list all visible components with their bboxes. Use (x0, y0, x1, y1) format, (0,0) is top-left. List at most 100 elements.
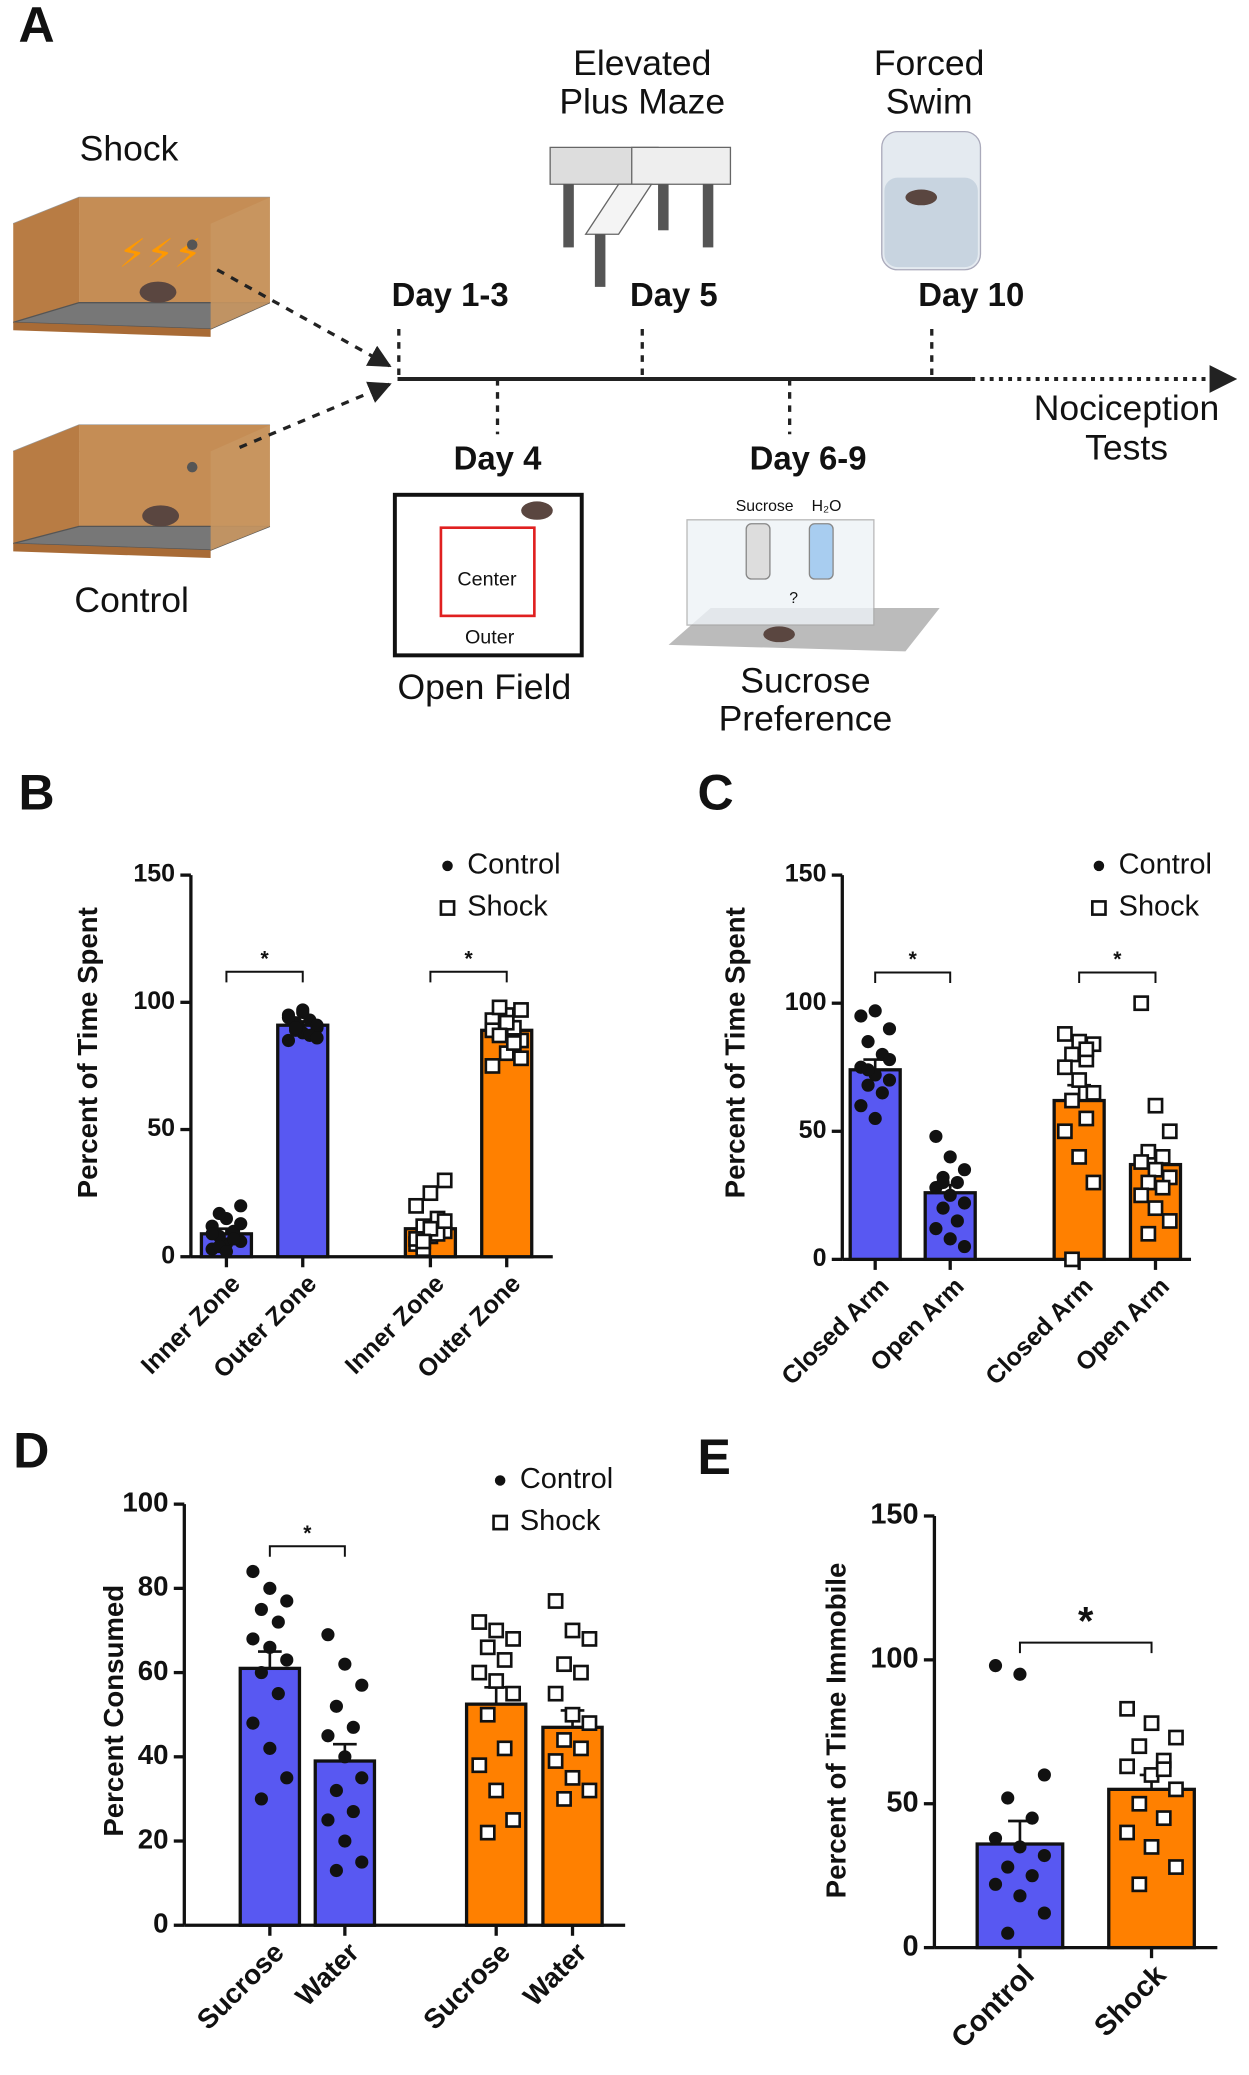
data-point (547, 1685, 564, 1702)
control-cage (12, 424, 271, 558)
significance-bracket (429, 970, 508, 983)
data-point (263, 1581, 277, 1595)
data-point (868, 1111, 882, 1126)
data-point (1056, 1026, 1073, 1042)
data-point (556, 1732, 572, 1748)
data-point (212, 1206, 226, 1221)
data-point (854, 1009, 868, 1023)
significance-bracket (1078, 971, 1157, 983)
data-point (1078, 1110, 1095, 1127)
y-tick-label: 50 (799, 1116, 827, 1144)
data-point (1131, 1738, 1148, 1755)
legend-label: Control (467, 849, 560, 881)
significance-label: * (909, 948, 918, 971)
x-tick-label: Closed Arm (980, 1272, 1098, 1390)
data-point (1119, 1700, 1135, 1717)
data-point (296, 1003, 310, 1017)
y-tick-label: 100 (785, 988, 827, 1016)
data-point (1143, 1715, 1160, 1732)
data-point (547, 1593, 564, 1609)
data-point (581, 1630, 598, 1647)
y-tick-label: 0 (161, 1241, 175, 1269)
data-point (1131, 1876, 1148, 1893)
data-point (1119, 1758, 1135, 1775)
panel-letter: D (13, 1422, 49, 1478)
data-point (1056, 1059, 1073, 1076)
y-tick-label: 60 (138, 1655, 169, 1686)
data-point (1131, 1795, 1148, 1812)
legend-marker (442, 860, 453, 872)
x-tick-label: Sucrose (417, 1936, 516, 2035)
data-point (943, 1150, 957, 1164)
data-point (936, 1201, 950, 1215)
y-tick-label: 150 (785, 860, 827, 888)
data-point (471, 1664, 488, 1681)
group-label: Shock (80, 129, 179, 169)
data-point (496, 1652, 513, 1668)
data-point (547, 1753, 564, 1769)
legend-marker (492, 1514, 509, 1531)
data-point (479, 1824, 496, 1841)
data-point (1140, 1174, 1157, 1191)
data-point (338, 1657, 352, 1671)
data-point (957, 1239, 972, 1254)
panel-a: A Shock Control ⚡⚡⚡ (12, 0, 1238, 739)
data-point (505, 1630, 522, 1647)
data-point (1025, 1869, 1039, 1883)
test-label: Elevated (573, 43, 711, 83)
legend-marker (1091, 900, 1107, 916)
legend-marker (1093, 860, 1105, 872)
significance-bracket (268, 1545, 346, 1557)
data-point (338, 1750, 352, 1764)
data-point (488, 1622, 505, 1639)
data-point (263, 1741, 277, 1755)
data-point (1168, 1859, 1184, 1875)
sucrose-icon (668, 519, 940, 652)
data-point (1154, 1179, 1171, 1196)
data-point (988, 1877, 1003, 1891)
data-point (246, 1716, 260, 1730)
data-point (1064, 1092, 1080, 1109)
data-point (1155, 1810, 1172, 1827)
mouse-icon (521, 501, 553, 520)
test-label: Preference (719, 699, 893, 739)
data-point (581, 1782, 598, 1799)
significance-label: * (303, 1522, 312, 1545)
data-point (861, 1078, 875, 1092)
data-point (246, 1564, 260, 1579)
data-point (1154, 1149, 1171, 1165)
data-point (280, 1771, 294, 1785)
data-point (234, 1217, 248, 1231)
y-tick-label: 100 (122, 1486, 168, 1517)
data-point (329, 1863, 343, 1878)
data-point (280, 1653, 294, 1667)
data-point (471, 1614, 488, 1630)
data-point (1168, 1729, 1184, 1746)
data-point (321, 1729, 335, 1743)
data-point (564, 1769, 581, 1786)
y-tick-label: 40 (138, 1739, 169, 1770)
data-point (1119, 1824, 1135, 1841)
data-point (346, 1804, 360, 1819)
data-point (355, 1771, 369, 1785)
data-point (321, 1813, 335, 1827)
data-point (321, 1628, 335, 1642)
test-label: Sucrose (740, 660, 870, 700)
x-tick-label: Control (945, 1959, 1040, 2054)
data-point (513, 1050, 529, 1067)
y-tick-label: 50 (147, 1114, 175, 1142)
data-point (1013, 1889, 1027, 1903)
data-point (246, 1632, 260, 1646)
data-point (1037, 1768, 1051, 1782)
y-tick-label: 0 (903, 1930, 919, 1962)
data-point (564, 1706, 581, 1723)
data-point (488, 1782, 505, 1799)
day-label: Day 10 (918, 276, 1024, 313)
data-point (355, 1855, 369, 1869)
panel-letter: E (698, 1429, 731, 1485)
data-point (513, 1002, 529, 1018)
y-tick-label: 0 (813, 1244, 827, 1272)
end-label: Nociception (1034, 388, 1220, 428)
legend-label: Shock (467, 891, 548, 923)
data-point (1056, 1123, 1073, 1140)
